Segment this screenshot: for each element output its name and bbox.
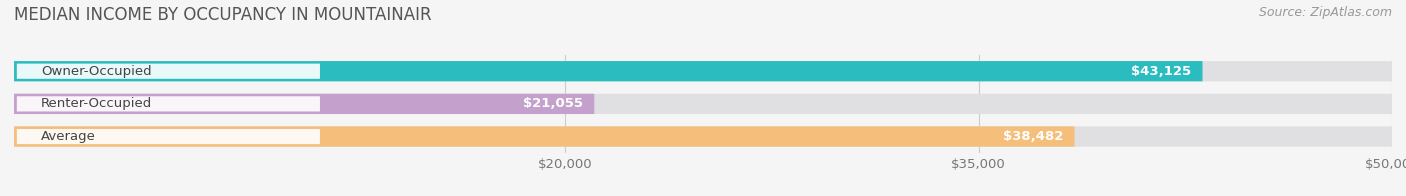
Text: $38,482: $38,482 [1002, 130, 1063, 143]
Text: MEDIAN INCOME BY OCCUPANCY IN MOUNTAINAIR: MEDIAN INCOME BY OCCUPANCY IN MOUNTAINAI… [14, 6, 432, 24]
FancyBboxPatch shape [14, 126, 1392, 147]
FancyBboxPatch shape [14, 61, 1202, 81]
FancyBboxPatch shape [14, 61, 1392, 81]
FancyBboxPatch shape [14, 94, 1392, 114]
Text: $43,125: $43,125 [1132, 65, 1191, 78]
FancyBboxPatch shape [17, 64, 321, 79]
Text: Renter-Occupied: Renter-Occupied [41, 97, 152, 110]
Text: Average: Average [41, 130, 96, 143]
Text: Owner-Occupied: Owner-Occupied [41, 65, 152, 78]
FancyBboxPatch shape [17, 96, 321, 112]
Text: Source: ZipAtlas.com: Source: ZipAtlas.com [1258, 6, 1392, 19]
Text: $21,055: $21,055 [523, 97, 583, 110]
FancyBboxPatch shape [17, 129, 321, 144]
FancyBboxPatch shape [14, 94, 595, 114]
FancyBboxPatch shape [14, 126, 1074, 147]
